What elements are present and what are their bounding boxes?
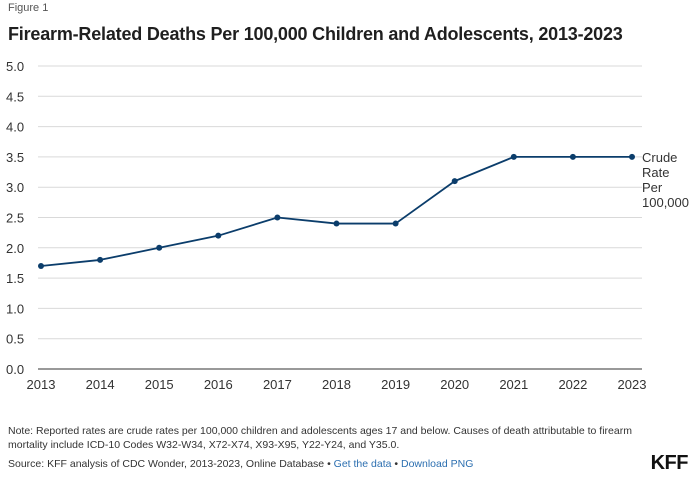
y-tick-label: 4.5 (6, 89, 24, 104)
y-tick-label: 3.0 (6, 180, 24, 195)
separator: • (394, 458, 399, 470)
x-tick-label: 2013 (27, 377, 56, 392)
series-label: Rate (642, 165, 669, 180)
data-point (333, 220, 340, 227)
x-tick-label: 2019 (381, 377, 410, 392)
source-line: Source: KFF analysis of CDC Wonder, 2013… (8, 458, 473, 470)
y-tick-label: 4.0 (6, 120, 24, 135)
chart-note: Note: Reported rates are crude rates per… (8, 425, 632, 451)
x-tick-label: 2016 (204, 377, 233, 392)
line-chart: 0.0 0.5 1.0 1.5 2.0 2.5 3.0 3.5 4.0 4.5 5.0 2013 201… (6, 59, 689, 392)
x-tick-label: 2014 (86, 377, 115, 392)
get-the-data-link[interactable]: Get the data (333, 458, 392, 470)
figure-label: Figure 1 (8, 2, 49, 14)
y-tick-label: 5.0 (6, 59, 24, 74)
data-point (274, 214, 281, 221)
chart-title: Firearm-Related Deaths Per 100,000 Child… (8, 24, 623, 44)
data-point (451, 178, 458, 185)
series-line (40, 155, 632, 267)
x-tick-label: 2015 (145, 377, 174, 392)
y-tick-label: 1.0 (6, 301, 24, 316)
x-tick-label: 2022 (558, 377, 587, 392)
y-tick-label: 2.0 (6, 241, 24, 256)
data-point (569, 153, 576, 160)
separator: • (327, 458, 331, 470)
download-png-link[interactable]: Download PNG (401, 458, 474, 470)
data-point (510, 153, 517, 160)
x-tick-label: 2018 (322, 377, 351, 392)
x-tick-label: 2017 (263, 377, 292, 392)
x-tick-label: 2020 (440, 377, 469, 392)
data-point (629, 153, 635, 160)
kff-logo: KFF (650, 452, 689, 474)
y-tick-label: 1.5 (6, 271, 24, 286)
y-tick-label: 2.5 (6, 211, 24, 226)
series-label: Crude (642, 150, 677, 165)
series-label: 100,000 (642, 195, 689, 210)
data-point (392, 220, 399, 227)
y-tick-label: 0.5 (6, 332, 24, 347)
series-label: Per (642, 180, 663, 195)
y-tick-label: 3.5 (6, 150, 24, 165)
data-point (38, 262, 44, 269)
data-point (97, 256, 104, 263)
x-tick-label: 2023 (618, 377, 647, 392)
data-point (215, 232, 222, 239)
source-text: Source: KFF analysis of CDC Wonder, 2013… (8, 458, 325, 470)
y-tick-label: 0.0 (6, 362, 24, 377)
data-point (156, 244, 163, 251)
x-tick-label: 2021 (499, 377, 528, 392)
